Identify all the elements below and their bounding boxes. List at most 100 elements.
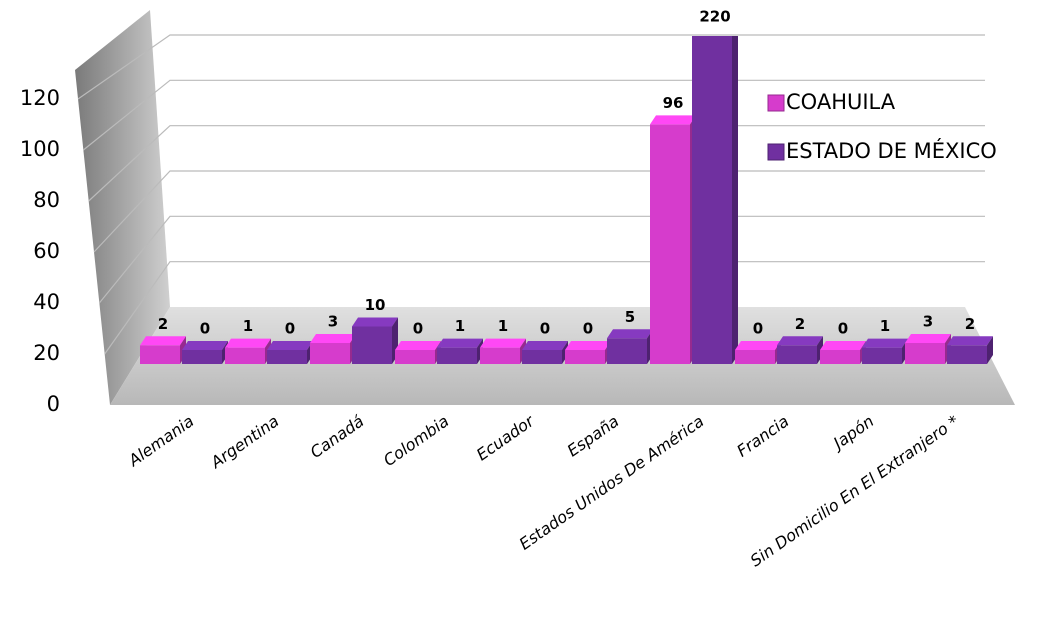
y-tick-label: 20: [33, 341, 60, 365]
bar: [352, 317, 398, 364]
bar-front: [565, 350, 605, 364]
legend-swatch: [767, 94, 785, 112]
x-tick-label: Argentina: [206, 411, 282, 472]
value-label: 0: [285, 320, 295, 338]
bar-front: [352, 326, 392, 364]
value-label: 0: [200, 320, 210, 338]
bar-top: [182, 341, 228, 350]
x-tick-label: Colombia: [380, 411, 452, 470]
bar: [735, 341, 781, 364]
legend-label: COAHUILA: [786, 90, 896, 114]
bar: [522, 341, 568, 364]
value-label: 0: [838, 320, 848, 338]
value-label: 1: [243, 317, 253, 335]
bar-top: [437, 338, 483, 348]
y-tick-label: 120: [20, 86, 60, 110]
value-label: 1: [880, 317, 890, 335]
bar-top: [735, 341, 781, 350]
value-label: 1: [455, 317, 465, 335]
value-label: 10: [365, 296, 386, 314]
bar: [692, 36, 738, 364]
value-label: 2: [158, 315, 168, 333]
bar-front: [947, 345, 987, 364]
bar: [480, 338, 526, 364]
bar-front: [395, 350, 435, 364]
bar-front: [522, 350, 562, 364]
bar-top: [140, 336, 186, 346]
value-label: 220: [699, 8, 730, 26]
bar-front: [225, 347, 265, 364]
legend-label: ESTADO DE MÉXICO: [786, 138, 997, 163]
x-tick-label: Canadá: [307, 411, 368, 462]
bar-top: [565, 341, 611, 350]
bar-top: [862, 338, 908, 348]
grid-line: [77, 34, 985, 100]
bar-top: [310, 333, 356, 343]
y-tick-label: 40: [33, 290, 60, 314]
bar-front: [310, 342, 350, 364]
value-label: 5: [625, 308, 635, 326]
bar: [650, 115, 696, 365]
bar: [947, 336, 993, 364]
bar: [140, 336, 186, 364]
bar-front: [140, 345, 180, 364]
bar-top: [267, 341, 313, 350]
bar: [267, 341, 313, 364]
bar: [565, 341, 611, 364]
bar: [820, 341, 866, 364]
x-tick-label: Francia: [733, 411, 792, 460]
y-tick-label: 80: [33, 188, 60, 212]
bar-top: [905, 333, 951, 343]
bar-front: [437, 347, 477, 364]
bar-top: [352, 317, 398, 327]
bar-front: [820, 350, 860, 364]
bar-front: [862, 347, 902, 364]
bar-top: [522, 341, 568, 350]
side-wall: [75, 10, 170, 405]
value-label: 0: [753, 320, 763, 338]
bar-front: [607, 338, 647, 364]
value-label: 96: [663, 94, 684, 112]
x-tick-label: Japón: [827, 411, 877, 454]
legend-swatch: [767, 143, 785, 161]
value-label: 3: [328, 312, 338, 330]
bar-side: [987, 336, 993, 364]
bar-top: [395, 341, 441, 350]
bar: [777, 336, 823, 364]
bar-front: [692, 36, 732, 364]
bar: [310, 333, 356, 364]
grid-line: [93, 170, 985, 253]
x-tick-label: España: [564, 411, 623, 460]
grid-line: [88, 125, 985, 202]
value-label: 0: [583, 320, 593, 338]
y-tick-label: 0: [47, 392, 60, 416]
bar-top: [650, 115, 696, 125]
value-label: 2: [965, 315, 975, 333]
value-label: 2: [795, 315, 805, 333]
bar-top: [820, 341, 866, 350]
bar-top: [947, 336, 993, 346]
y-tick-label: 100: [20, 137, 60, 161]
bar-front: [735, 350, 775, 364]
bar-front: [777, 345, 817, 364]
bar-front: [182, 350, 222, 364]
value-label: 0: [413, 320, 423, 338]
bar-top: [225, 338, 271, 348]
bar-front: [650, 124, 690, 365]
value-label: 0: [540, 320, 550, 338]
bar-front: [267, 350, 307, 364]
bar-top: [777, 336, 823, 346]
bar-front: [480, 347, 520, 364]
bar-top: [480, 338, 526, 348]
grid-line: [98, 215, 985, 304]
bar: [862, 338, 908, 364]
bar: [905, 333, 951, 364]
bar-front: [905, 342, 945, 364]
bar: [395, 341, 441, 364]
bar-top: [607, 329, 653, 339]
bar: [607, 329, 653, 364]
bar: [182, 341, 228, 364]
bar-side: [732, 36, 738, 364]
x-tick-label: Alemania: [124, 411, 197, 470]
